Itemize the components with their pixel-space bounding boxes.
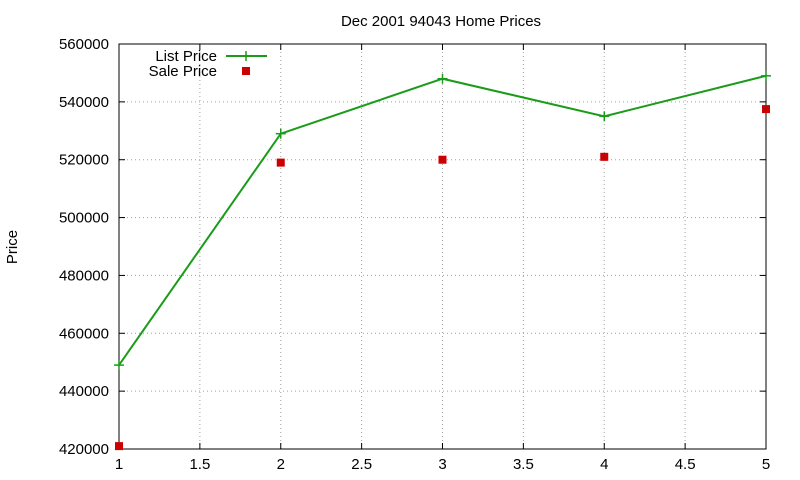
x-tick-label: 1.5 xyxy=(189,456,210,473)
series-list-price xyxy=(114,70,771,371)
y-tick-label: 500000 xyxy=(59,210,109,227)
x-axis-ticks: 1 1.5 2 2.5 3 3.5 4 4.5 5 xyxy=(115,44,770,473)
list-price-point xyxy=(437,73,448,84)
list-price-point xyxy=(599,111,610,122)
y-axis-ticks: 420000 440000 460000 480000 500000 520000 5400… xyxy=(59,36,766,458)
legend-label: Sale Price xyxy=(149,63,217,80)
y-tick-label: 540000 xyxy=(59,94,109,111)
y-tick-label: 420000 xyxy=(59,441,109,458)
sale-price-point xyxy=(276,158,285,167)
x-tick-label: 5 xyxy=(762,456,770,473)
y-axis-label: Price xyxy=(4,230,21,264)
legend-square-swatch xyxy=(242,67,250,75)
y-tick-label: 460000 xyxy=(59,325,109,342)
list-price-point xyxy=(275,128,286,139)
x-tick-label: 1 xyxy=(115,456,123,473)
legend-plus-swatch xyxy=(241,51,251,61)
legend-label: List Price xyxy=(155,48,217,65)
sale-price-point xyxy=(438,155,447,164)
x-tick-label: 2.5 xyxy=(351,456,372,473)
sale-price-point xyxy=(600,152,609,161)
x-tick-label: 4.5 xyxy=(675,456,696,473)
series-layer xyxy=(114,70,771,451)
list-price-point xyxy=(114,360,124,371)
sale-price-point xyxy=(115,442,123,451)
x-tick-label: 3 xyxy=(438,456,446,473)
y-tick-label: 480000 xyxy=(59,267,109,284)
list-price-point xyxy=(761,70,771,81)
x-tick-label: 2 xyxy=(277,456,285,473)
x-tick-label: 4 xyxy=(600,456,608,473)
chart-title: Dec 2001 94043 Home Prices xyxy=(341,13,541,30)
y-tick-label: 440000 xyxy=(59,383,109,400)
y-tick-label: 520000 xyxy=(59,152,109,169)
series-sale-price xyxy=(115,105,770,451)
sale-price-point xyxy=(762,105,770,114)
y-tick-label: 560000 xyxy=(59,36,109,53)
x-tick-label: 3.5 xyxy=(513,456,534,473)
